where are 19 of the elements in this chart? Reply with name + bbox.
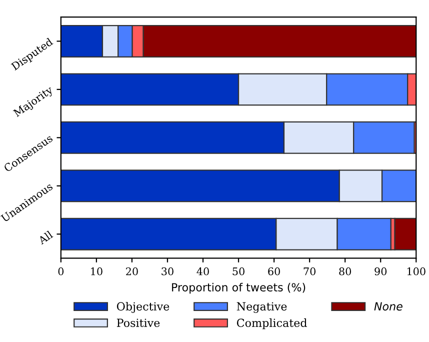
x-tick-label: 90 xyxy=(374,267,387,276)
legend-label: Negative xyxy=(236,302,287,313)
x-tick-label: 0 xyxy=(58,267,64,276)
legend-label: Complicated xyxy=(236,318,307,330)
x-tick-label: 10 xyxy=(91,267,102,276)
x-tick-label: 100 xyxy=(407,267,426,276)
legend-label: Positive xyxy=(116,318,160,328)
bar xyxy=(394,218,416,250)
y-tick-label: All xyxy=(37,230,54,245)
x-tick-label: 20 xyxy=(126,267,138,276)
legend-label: Objective xyxy=(116,302,170,313)
x-tick-label: 30 xyxy=(162,267,174,276)
x-tick-label: 70 xyxy=(304,267,316,276)
x-tick-label: 80 xyxy=(339,267,352,276)
x-tick-label: 40 xyxy=(196,267,209,276)
x-tick-label: 60 xyxy=(268,267,280,276)
x-tick-label: 50 xyxy=(232,267,244,276)
legend-label: None xyxy=(374,302,402,311)
x-axis-title: Proportion of tweets (%) xyxy=(172,282,306,294)
